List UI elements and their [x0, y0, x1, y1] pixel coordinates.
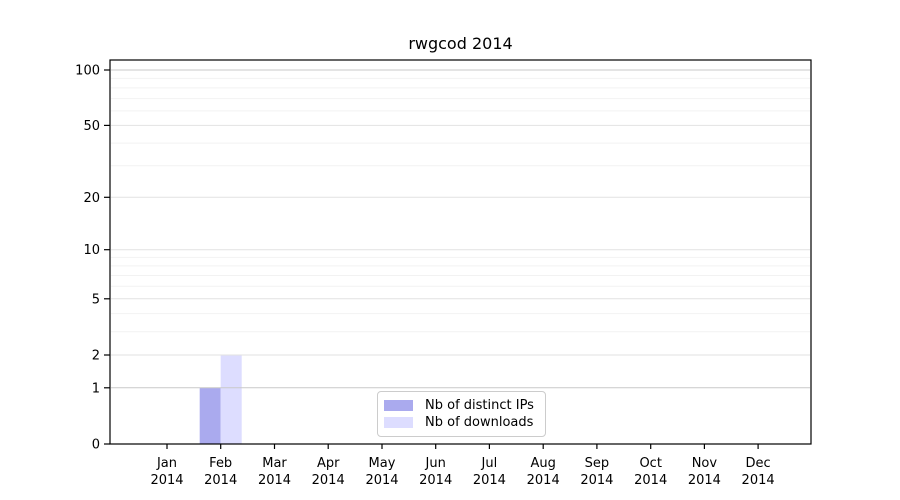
x-tick-label-feb: Feb 2014 [204, 456, 237, 488]
y-tick-label-20: 20 [83, 191, 100, 206]
bar-nb-of-distinct-ips-feb-2014 [199, 387, 221, 444]
legend-label-distinct-ips: Nb of distinct IPs [425, 397, 534, 413]
x-tick-label-oct: Oct 2014 [634, 456, 667, 488]
y-tick-label-100: 100 [75, 64, 100, 79]
chart-title: rwgcod 2014 [408, 34, 513, 53]
bar-nb-of-downloads-feb-2014 [220, 355, 242, 444]
legend: Nb of distinct IPs Nb of downloads [377, 391, 546, 437]
legend-entry-distinct-ips: Nb of distinct IPs [384, 397, 539, 414]
x-tick-label-dec: Dec 2014 [742, 456, 775, 488]
x-tick-label-apr: Apr 2014 [312, 456, 345, 488]
legend-swatch-downloads [384, 417, 413, 429]
x-tick-label-jun: Jun 2014 [419, 456, 452, 488]
plot-border [109, 59, 812, 445]
x-tick-label-nov: Nov 2014 [688, 456, 721, 488]
x-tick-label-may: May 2014 [365, 456, 398, 488]
x-tick-label-sep: Sep 2014 [580, 456, 613, 488]
x-tick-label-jan: Jan 2014 [150, 456, 183, 488]
y-tick-label-0: 0 [92, 438, 100, 453]
y-tick-label-1: 1 [92, 381, 100, 396]
legend-swatch-distinct-ips [384, 399, 413, 411]
x-tick-label-mar: Mar 2014 [258, 456, 291, 488]
y-tick-label-50: 50 [83, 119, 100, 134]
y-tick-label-2: 2 [92, 349, 100, 364]
y-tick-label-5: 5 [92, 292, 100, 307]
legend-label-downloads: Nb of downloads [425, 415, 534, 431]
x-tick-label-aug: Aug 2014 [527, 456, 560, 488]
y-tick-label-10: 10 [83, 243, 100, 258]
x-tick-label-jul: Jul 2014 [473, 456, 506, 488]
legend-entry-downloads: Nb of downloads [384, 414, 539, 431]
